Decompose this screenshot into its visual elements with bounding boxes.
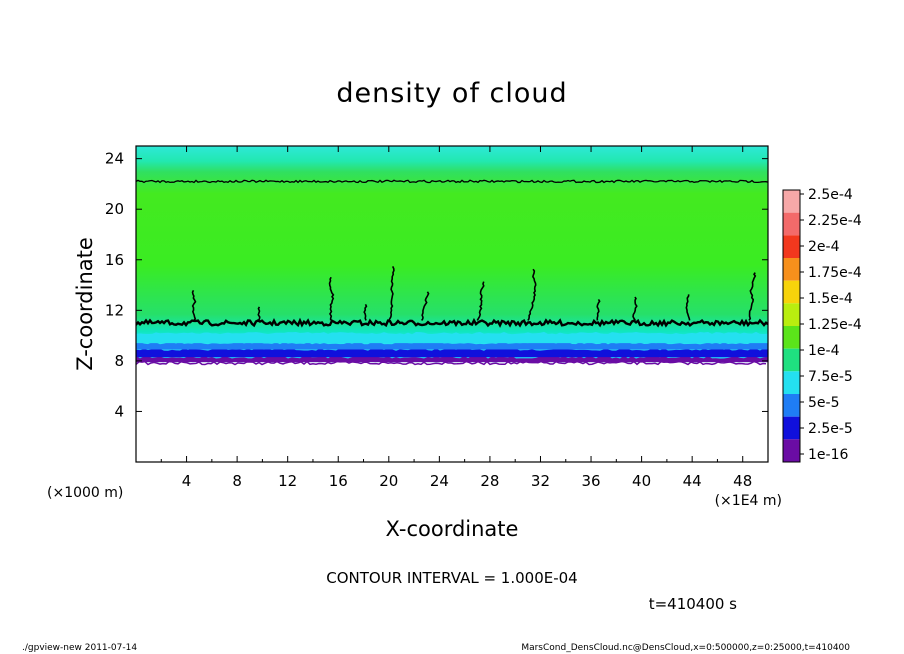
time-label: t=410400 s — [649, 595, 737, 613]
contour-streak — [191, 289, 197, 321]
band-5e-5 — [136, 341, 768, 350]
colorbar-frame — [782, 189, 801, 463]
colorbar-label: 2.5e-4 — [808, 187, 853, 203]
colorbar-swatch — [783, 326, 800, 349]
contour-line — [136, 179, 768, 184]
x-axis-ticks: 4 8 12 16 20 24 28 32 36 40 44 48 — [160, 146, 752, 490]
contour-streak — [527, 268, 537, 321]
band-2.5e-5 — [136, 348, 768, 358]
contour-streak — [748, 272, 757, 321]
plot-frame — [135, 145, 769, 463]
colorbar-label: 1.5e-4 — [808, 291, 853, 307]
contour-streak — [257, 306, 261, 321]
colorbar-swatch — [783, 258, 800, 281]
colorbar-label: 1.25e-4 — [808, 317, 862, 333]
footer-right: MarsCond_DensCloud.nc@DensCloud,x=0:5000… — [521, 643, 850, 653]
y-tick-label: 24 — [105, 150, 124, 168]
x-tick-label: 48 — [733, 472, 752, 490]
colorbar-swatch — [783, 303, 800, 326]
colorbar-swatch — [783, 348, 800, 372]
x-tick-label: 20 — [379, 472, 398, 490]
chart-title: density of cloud — [336, 78, 567, 109]
band-1e-16 — [136, 355, 768, 363]
colorbar: 2.5e-4 2.25e-4 2e-4 1.75e-4 1.5e-4 1.25e-4 1e-… — [782, 187, 862, 463]
x-tick-label: 24 — [430, 472, 449, 490]
colorbar-label: 5e-5 — [808, 395, 839, 411]
x-tick-label: 12 — [278, 472, 297, 490]
colorbar-swatch — [783, 212, 800, 236]
contour-streak — [363, 303, 368, 321]
y-tick-label: 12 — [105, 301, 124, 319]
plot-area — [136, 146, 768, 366]
colorbar-label: 1e-4 — [808, 343, 840, 359]
x-tick-label: 32 — [531, 472, 550, 490]
colorbar-label: 1.75e-4 — [808, 265, 862, 281]
colorbar-swatch — [783, 371, 800, 394]
x-tick-label: 8 — [232, 472, 242, 490]
colorbar-label: 1e-16 — [808, 447, 848, 463]
y-axis-ticks: 4 8 12 16 20 24 — [105, 150, 768, 420]
y-axis-label: Z-coordinate — [73, 237, 97, 371]
colorbar-swatch — [783, 280, 800, 304]
x-tick-label: 40 — [632, 472, 651, 490]
y-tick-label: 4 — [114, 402, 124, 420]
colorbar-swatch — [783, 439, 800, 462]
y-tick-label: 8 — [114, 352, 124, 370]
x-tick-label: 16 — [329, 472, 348, 490]
contour-line — [136, 317, 768, 328]
contour-streak — [328, 276, 335, 321]
contour-streak — [421, 291, 430, 321]
colorbar-swatch — [783, 190, 800, 213]
cloud-base-edge — [136, 360, 767, 366]
contour-streak — [388, 266, 395, 321]
contour-streak — [632, 296, 638, 321]
band-7.5e-5 — [136, 331, 768, 344]
y-tick-label: 16 — [105, 251, 124, 269]
x-tick-label: 36 — [581, 472, 600, 490]
x-tick-label: 28 — [480, 472, 499, 490]
contour-streak — [476, 281, 485, 321]
footer-left: ./gpview-new 2011-07-14 — [22, 643, 137, 653]
cloud-field — [136, 146, 768, 363]
colorbar-swatch — [783, 235, 800, 258]
colorbar-swatch — [783, 416, 800, 440]
colorbar-swatch — [783, 394, 800, 417]
colorbar-label: 2.5e-5 — [808, 421, 853, 437]
x-unit-left: (×1000 m) — [47, 485, 123, 501]
contour-streak — [685, 294, 691, 321]
colorbar-label: 2.25e-4 — [808, 213, 862, 229]
contour-streak — [596, 298, 601, 321]
colorbar-label: 7.5e-5 — [808, 369, 853, 385]
x-tick-label: 44 — [683, 472, 702, 490]
x-tick-label: 4 — [182, 472, 192, 490]
colorbar-label: 2e-4 — [808, 239, 840, 255]
x-axis-label: X-coordinate — [386, 517, 519, 541]
y-tick-label: 20 — [105, 200, 124, 218]
x-unit-right: (×1E4 m) — [715, 493, 782, 509]
contour-interval: CONTOUR INTERVAL = 1.000E-04 — [326, 569, 577, 587]
